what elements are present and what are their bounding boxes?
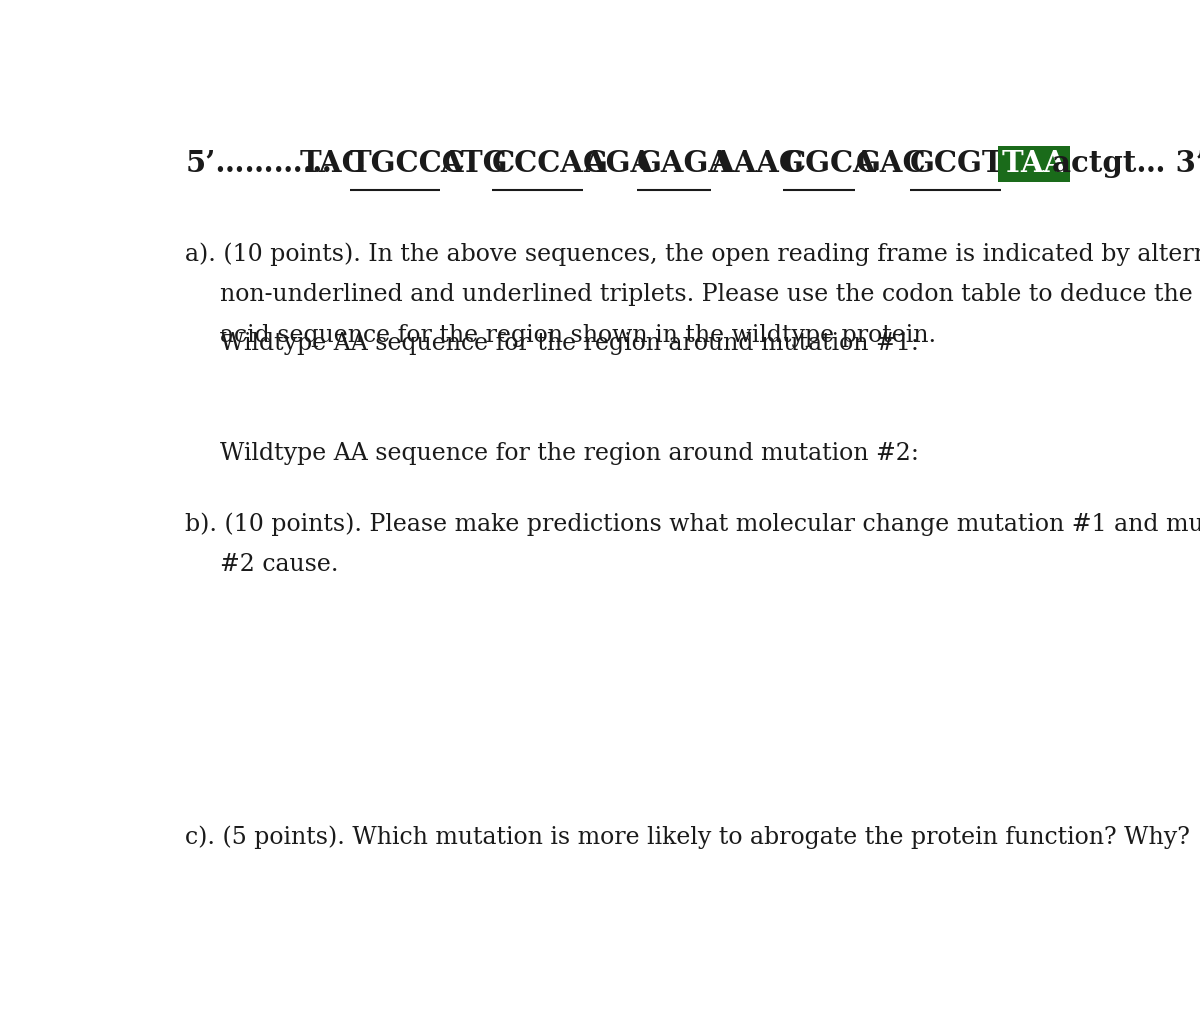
Text: Wildtype AA sequence for the region around mutation #2:: Wildtype AA sequence for the region arou… — [220, 442, 919, 464]
Text: 5’…………: 5’………… — [185, 149, 332, 178]
Text: c). (5 points). Which mutation is more likely to abrogate the protein function? : c). (5 points). Which mutation is more l… — [185, 826, 1190, 850]
Text: a). (10 points). In the above sequences, the open reading frame is indicated by : a). (10 points). In the above sequences,… — [185, 242, 1200, 267]
Text: TAC: TAC — [299, 149, 365, 178]
Text: TGCCC: TGCCC — [350, 149, 466, 178]
Text: GAGA: GAGA — [637, 149, 732, 178]
Text: acid sequence for the region shown in the wildtype protein.: acid sequence for the region shown in th… — [220, 323, 936, 347]
Text: GCGTC: GCGTC — [910, 149, 1027, 178]
Text: non-underlined and underlined triplets. Please use the codon table to deduce the: non-underlined and underlined triplets. … — [220, 283, 1200, 306]
Text: CCCAG: CCCAG — [492, 149, 610, 178]
Text: b). (10 points). Please make predictions what molecular change mutation #1 and m: b). (10 points). Please make predictions… — [185, 512, 1200, 535]
Text: Wildtype AA sequence for the region around mutation #1:: Wildtype AA sequence for the region arou… — [220, 333, 919, 356]
Text: TAA: TAA — [1001, 149, 1067, 178]
Text: AAAG: AAAG — [710, 149, 804, 178]
Text: AGA: AGA — [583, 149, 653, 178]
Text: CGCA: CGCA — [782, 149, 876, 178]
Text: GAC: GAC — [856, 149, 926, 178]
Text: ATG: ATG — [440, 149, 508, 178]
Text: #2 cause.: #2 cause. — [220, 553, 338, 576]
Text: actgt… 3’: actgt… 3’ — [1051, 149, 1200, 178]
